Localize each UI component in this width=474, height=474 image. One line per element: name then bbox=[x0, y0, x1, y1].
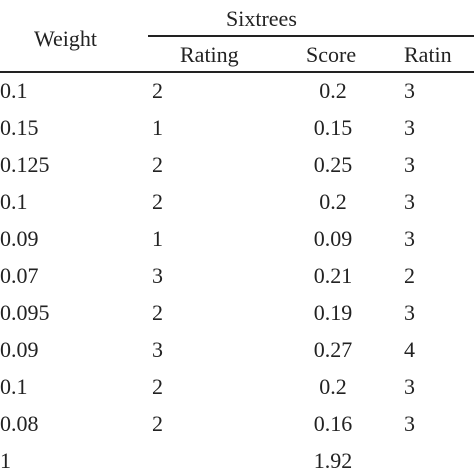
rating-column-header: Rating bbox=[180, 42, 239, 67]
group-header-rule bbox=[148, 35, 474, 37]
rating-cell: 3 bbox=[152, 263, 163, 288]
weight-cell: 0.095 bbox=[0, 300, 50, 325]
rating-cell-next: 3 bbox=[404, 374, 415, 399]
weight-cell: 0.09 bbox=[0, 226, 39, 251]
score-cell: 0.19 bbox=[313, 300, 353, 325]
score-cell: 0.25 bbox=[313, 152, 353, 177]
rating-cell-next: 3 bbox=[404, 152, 415, 177]
rating-cell: 2 bbox=[152, 411, 163, 436]
rating-cell-next: 3 bbox=[404, 78, 415, 103]
rating-cell-next: 2 bbox=[404, 263, 415, 288]
score-cell: 0.27 bbox=[313, 337, 353, 362]
rating-cell: 2 bbox=[152, 374, 163, 399]
sixtrees-group-header: Sixtrees bbox=[226, 6, 297, 31]
rating-cell-next: 4 bbox=[404, 337, 415, 362]
score-cell: 0.15 bbox=[313, 115, 353, 140]
table-row: 0.125 2 0.25 3 bbox=[0, 152, 474, 188]
rating-cell: 1 bbox=[152, 115, 163, 140]
weight-column-header: Weight bbox=[34, 26, 97, 51]
score-total-cell: 1.92 bbox=[313, 448, 353, 473]
weight-total-cell: 1 bbox=[0, 448, 11, 473]
table-row: 0.1 2 0.2 3 bbox=[0, 189, 474, 225]
table-row: 0.095 2 0.19 3 bbox=[0, 300, 474, 336]
weight-cell: 0.09 bbox=[0, 337, 39, 362]
table-row: 0.1 2 0.2 3 bbox=[0, 78, 474, 114]
rating-cell-next: 3 bbox=[404, 411, 415, 436]
score-cell: 0.16 bbox=[313, 411, 353, 436]
table-row: 0.07 3 0.21 2 bbox=[0, 263, 474, 299]
table-row: 0.1 2 0.2 3 bbox=[0, 374, 474, 410]
weight-cell: 0.125 bbox=[0, 152, 50, 177]
weight-cell: 0.1 bbox=[0, 189, 28, 214]
rating-cell: 3 bbox=[152, 337, 163, 362]
rating-cell-next: 3 bbox=[404, 189, 415, 214]
score-cell: 0.21 bbox=[313, 263, 353, 288]
score-cell: 0.2 bbox=[319, 78, 347, 103]
header-bottom-rule bbox=[0, 71, 474, 73]
weight-cell: 0.07 bbox=[0, 263, 39, 288]
rating-cell-next: 3 bbox=[404, 226, 415, 251]
rating-cell: 2 bbox=[152, 300, 163, 325]
weight-cell: 0.15 bbox=[0, 115, 39, 140]
table-row: 0.09 3 0.27 4 bbox=[0, 337, 474, 373]
weight-cell: 0.08 bbox=[0, 411, 39, 436]
rating-cell: 2 bbox=[152, 152, 163, 177]
score-cell: 0.2 bbox=[319, 374, 347, 399]
rating-column-header-next: Ratin bbox=[404, 42, 452, 67]
weight-cell: 0.1 bbox=[0, 78, 28, 103]
rating-cell-next: 3 bbox=[404, 115, 415, 140]
rating-cell: 1 bbox=[152, 226, 163, 251]
score-cell: 0.2 bbox=[319, 189, 347, 214]
score-column-header: Score bbox=[306, 42, 357, 67]
rating-cell: 2 bbox=[152, 189, 163, 214]
weight-cell: 0.1 bbox=[0, 374, 28, 399]
rating-cell: 2 bbox=[152, 78, 163, 103]
score-cell: 0.09 bbox=[313, 226, 353, 251]
table-row: 0.09 1 0.09 3 bbox=[0, 226, 474, 262]
table-row: 0.15 1 0.15 3 bbox=[0, 115, 474, 151]
table-row: 0.08 2 0.16 3 bbox=[0, 411, 474, 447]
rating-cell-next: 3 bbox=[404, 300, 415, 325]
table-row-total: 1 1.92 bbox=[0, 448, 474, 474]
